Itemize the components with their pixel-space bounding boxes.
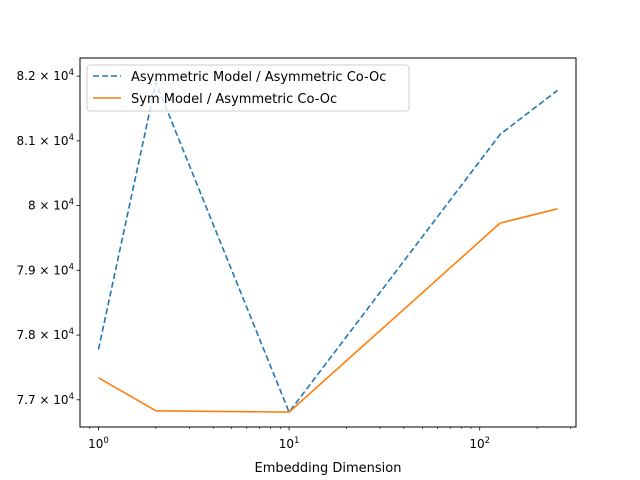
y-tick-label: 8 × 104 [28,198,74,213]
legend: Asymmetric Model / Asymmetric Co-Oc Sym … [86,64,410,112]
y-axis-ticks: 7.7 × 104 7.8 × 104 7.9 × 104 8 × 104 8.1 × … [17,68,80,407]
legend-label-sym: Sym Model / Asymmetric Co-Oc [131,92,337,107]
series-layer [97,81,558,413]
series-line-1 [98,208,558,413]
x-tick-label: 101 [279,436,300,451]
legend-label-asymmetric: Asymmetric Model / Asymmetric Co-Oc [131,70,386,85]
y-tick-label: 8.1 × 104 [17,133,74,148]
plot-area [80,58,576,427]
x-tick-label: 102 [469,436,490,451]
x-axis-label: Embedding Dimension [255,461,402,476]
series-line-0 [97,81,558,413]
y-tick-label: 7.9 × 104 [17,262,74,277]
plot-frame [79,57,577,428]
y-tick-label: 7.8 × 104 [17,327,74,342]
y-tick-label: 7.7 × 104 [17,392,74,407]
x-tick-label: 100 [88,436,109,451]
legend-box [86,64,410,112]
y-tick-label: 8.2 × 104 [17,68,74,83]
